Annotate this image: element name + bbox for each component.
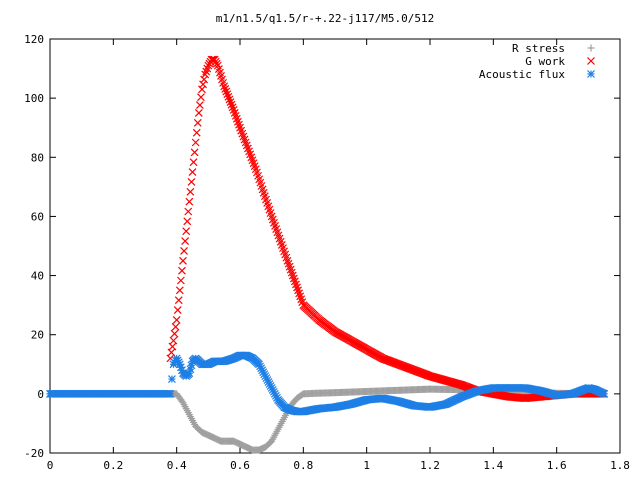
data-point — [178, 266, 186, 275]
data-point — [197, 93, 205, 102]
data-point — [228, 103, 237, 112]
data-point — [183, 217, 192, 226]
data-point — [184, 207, 193, 216]
data-point — [222, 87, 231, 96]
data-point — [175, 286, 184, 295]
data-point — [166, 389, 175, 398]
data-point — [600, 389, 609, 398]
y-tick-label: -20 — [24, 447, 44, 460]
data-point — [187, 178, 196, 186]
x-tick-label: 1.6 — [547, 459, 567, 472]
legend-marker — [587, 57, 595, 65]
data-point — [170, 329, 179, 338]
data-point — [227, 100, 236, 109]
legend-marker — [587, 44, 595, 52]
data-point — [194, 109, 203, 117]
legend-label: G work — [525, 55, 565, 68]
y-tick-label: 100 — [24, 92, 44, 105]
data-point — [176, 276, 185, 285]
data-point — [200, 75, 209, 84]
x-tick-label: 1.4 — [483, 459, 503, 472]
data-point — [223, 90, 232, 99]
data-point — [192, 128, 201, 137]
data-point — [210, 55, 219, 64]
y-tick-label: 40 — [31, 270, 44, 283]
data-point — [174, 296, 183, 305]
data-point — [185, 197, 194, 206]
x-tick-label: 0.2 — [103, 459, 123, 472]
y-tick-label: 60 — [31, 210, 44, 223]
x-tick-label: 1.2 — [420, 459, 440, 472]
data-point — [199, 80, 207, 89]
y-tick-label: 80 — [31, 151, 44, 164]
data-point — [224, 92, 233, 101]
legend-label: Acoustic flux — [479, 68, 565, 81]
data-point — [220, 82, 229, 91]
data-point — [212, 59, 221, 68]
data-point — [173, 306, 182, 314]
y-tick-label: 20 — [31, 329, 44, 342]
data-point — [180, 247, 188, 255]
series-acoustic-flux — [46, 351, 609, 416]
chart-title: m1/n1.5/q1.5/r-+.22-j117/M5.0/512 — [216, 12, 435, 25]
data-point — [172, 316, 181, 324]
data-point — [207, 55, 216, 64]
x-tick-label: 0.4 — [167, 459, 187, 472]
data-point — [221, 85, 230, 93]
data-point — [211, 57, 220, 66]
plot-frame — [49, 38, 621, 454]
x-tick-label: 0 — [47, 459, 54, 472]
x-tick-label: 0.8 — [293, 459, 313, 472]
x-tick-label: 1.8 — [610, 459, 630, 472]
data-point — [193, 118, 202, 127]
data-point — [171, 322, 180, 331]
legend-marker — [587, 70, 595, 78]
data-point — [195, 101, 204, 109]
x-tick-label: 1 — [363, 459, 370, 472]
axes: 0 0.2 0.4 0.6 0.8 1 1.2 1.4 1.6 1.8-2002040608010… — [24, 33, 630, 472]
data-point — [167, 375, 176, 383]
data-marks — [46, 55, 609, 454]
data-point — [189, 158, 198, 167]
data-point — [179, 256, 187, 265]
data-point — [181, 237, 190, 245]
data-point — [190, 148, 199, 157]
data-point — [191, 138, 200, 147]
x-tick-label: 0.6 — [230, 459, 250, 472]
legend-label: R stress — [512, 42, 565, 55]
series-g-work — [166, 55, 609, 403]
data-point — [186, 187, 195, 196]
data-point — [226, 98, 235, 107]
data-point — [169, 336, 178, 345]
y-tick-label: 120 — [24, 33, 44, 46]
data-point — [225, 95, 234, 104]
y-tick-label: 0 — [37, 388, 44, 401]
data-point — [198, 85, 206, 94]
data-point — [182, 227, 191, 236]
data-point — [188, 168, 197, 176]
